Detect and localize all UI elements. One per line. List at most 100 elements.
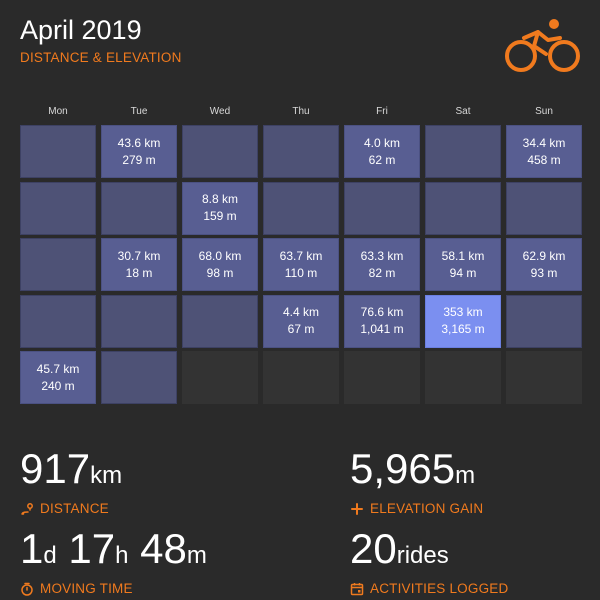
calendar-cell-outside-month <box>344 351 420 404</box>
elevation-label-row: ELEVATION GAIN <box>350 501 483 516</box>
day-elevation: 98 m <box>206 265 234 280</box>
activities-label-row: ACTIVITIES LOGGED <box>350 581 508 596</box>
calendar-day-cell <box>101 294 177 348</box>
distance-label-row: DISTANCE <box>20 501 122 516</box>
calendar-day-cell: 62.9 km 93 m <box>506 238 582 291</box>
day-distance: 58.1 km <box>441 248 485 263</box>
weekday-label: Sun <box>535 106 553 117</box>
calendar-day-cell: 34.4 km 458 m <box>506 125 582 178</box>
day-distance: 62.9 km <box>522 248 566 263</box>
day-distance: 45.7 km <box>36 361 80 376</box>
moving-time-days: 1 <box>20 525 44 572</box>
day-distance: 4.4 km <box>282 305 319 319</box>
day-elevation: 240 m <box>41 378 75 393</box>
activities-value-row: 20rides <box>350 526 508 579</box>
moving-time-label-row: MOVING TIME <box>20 581 207 596</box>
day-elevation: 93 m <box>530 265 558 280</box>
weekday-label: Tue <box>130 106 148 117</box>
plus-icon <box>351 502 363 515</box>
route-pin-icon <box>21 502 33 515</box>
calendar-day-cell <box>425 125 501 178</box>
moving-time-hours: 17 <box>68 525 116 572</box>
distance-value-row: 917km <box>20 446 122 499</box>
day-distance: 63.7 km <box>279 248 323 263</box>
day-elevation: 1,041 m <box>360 322 404 336</box>
weekday-label: Sat <box>455 106 471 117</box>
day-elevation: 3,165 m <box>441 322 485 336</box>
calendar-day-cell: 4.4 km 67 m <box>263 294 339 348</box>
distance-label: DISTANCE <box>40 501 109 516</box>
calendar-cell-outside-month <box>506 351 582 404</box>
day-elevation: 279 m <box>122 152 156 167</box>
elevation-unit: m <box>455 462 476 489</box>
moving-time-minutes: 48 <box>140 525 187 572</box>
calendar-day-cell: 63.3 km 82 m <box>344 238 420 291</box>
moving-time-minutes-unit: m <box>186 542 207 569</box>
calendar-day-cell <box>344 181 420 235</box>
day-distance: 63.3 km <box>360 248 404 263</box>
calendar-icon <box>350 582 364 595</box>
calendar-day-cell <box>263 125 339 178</box>
weekday-label: Mon <box>48 106 68 117</box>
day-distance: 4.0 km <box>363 135 400 150</box>
calendar-day-cell: 4.0 km 62 m <box>344 125 420 178</box>
calendar-day-cell-highlight: 353 km 3,165 m <box>425 294 501 348</box>
calendar-day-cell: 43.6 km 279 m <box>101 125 177 178</box>
day-elevation: 82 m <box>368 265 396 280</box>
elevation-value: 5,965 <box>350 445 456 492</box>
moving-time-stat: 1d 17h 48m MOVING TIME <box>20 526 207 597</box>
activities-value: 20 <box>350 525 397 572</box>
day-elevation: 62 m <box>368 152 396 167</box>
moving-time-label: MOVING TIME <box>40 581 133 596</box>
day-distance: 353 km <box>443 305 483 319</box>
calendar-day-cell <box>20 294 96 348</box>
moving-time-days-unit: d <box>43 542 57 569</box>
day-elevation: 67 m <box>287 322 315 336</box>
calendar-day-cell: 45.7 km 240 m <box>20 351 96 404</box>
calendar-day-cell <box>506 181 582 235</box>
calendar-day-cell <box>425 181 501 235</box>
calendar-day-cell <box>101 351 177 404</box>
calendar-day-cell <box>20 125 96 178</box>
day-elevation: 110 m <box>284 265 318 280</box>
calendar-day-cell: 58.1 km 94 m <box>425 238 501 291</box>
day-distance: 30.7 km <box>117 248 161 263</box>
calendar-day-cell <box>20 238 96 291</box>
moving-time-value-row: 1d 17h 48m <box>20 526 207 579</box>
day-distance: 43.6 km <box>117 135 161 150</box>
day-distance: 8.8 km <box>201 192 238 206</box>
calendar-cell-outside-month <box>425 351 501 404</box>
day-elevation: 159 m <box>203 209 237 223</box>
weekday-label: Wed <box>209 106 231 117</box>
elevation-stat: 5,965m ELEVATION GAIN <box>350 446 483 517</box>
distance-unit: km <box>90 462 123 489</box>
calendar-cell-outside-month <box>263 351 339 404</box>
activities-label: ACTIVITIES LOGGED <box>370 581 509 596</box>
calendar-day-cell <box>20 181 96 235</box>
elevation-value-row: 5,965m <box>350 446 483 499</box>
weekday-header-row: Mon Tue Wed Thu Fri Sat Sun <box>20 106 582 120</box>
day-distance: 68.0 km <box>198 248 242 263</box>
calendar-day-cell <box>182 125 258 178</box>
calendar-cell-outside-month <box>182 351 258 404</box>
calendar-day-cell: 30.7 km 18 m <box>101 238 177 291</box>
calendar-day-cell: 68.0 km 98 m <box>182 238 258 291</box>
calendar-day-cell: 76.6 km 1,041 m <box>344 294 420 348</box>
calendar-day-cell: 8.8 km 159 m <box>182 181 258 235</box>
calendar-day-cell <box>506 294 582 348</box>
distance-stat: 917km DISTANCE <box>20 446 122 517</box>
calendar-day-cell <box>182 294 258 348</box>
calendar-day-cell: 63.7 km 110 m <box>263 238 339 291</box>
cyclist-icon <box>505 19 580 72</box>
distance-value: 917 <box>20 445 91 492</box>
day-elevation: 18 m <box>125 265 153 280</box>
elevation-label: ELEVATION GAIN <box>370 501 484 516</box>
weekday-label: Thu <box>292 106 310 117</box>
page-subtitle: DISTANCE & ELEVATION <box>20 50 182 65</box>
moving-time-hours-unit: h <box>115 542 129 569</box>
page-title: April 2019 <box>20 15 142 45</box>
day-distance: 34.4 km <box>522 135 566 150</box>
activities-unit: rides <box>396 542 449 569</box>
weekday-label: Fri <box>376 106 388 117</box>
